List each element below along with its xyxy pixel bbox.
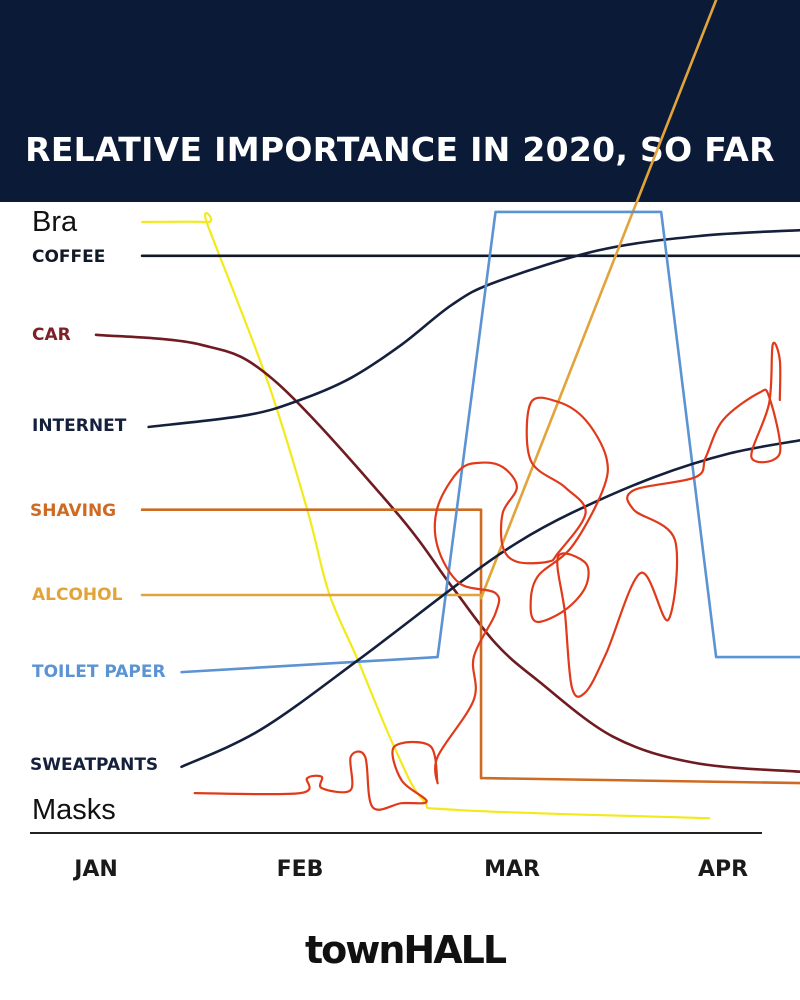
series-line-toilet-paper	[180, 210, 800, 674]
logo-text: townHALL	[305, 928, 507, 972]
series-label-coffee: COFFEE	[32, 247, 106, 267]
x-tick-label: MAR	[484, 857, 540, 882]
chart-title: RELATIVE IMPORTANCE IN 2020, SO FAR	[25, 130, 775, 169]
series-label-internet: INTERNET	[32, 416, 127, 436]
series-line-bra	[140, 212, 711, 820]
series-line-sweatpants	[180, 438, 800, 769]
series-layer	[94, 0, 800, 820]
series-line-shaving	[140, 508, 800, 785]
series-label-shaving: SHAVING	[30, 501, 117, 521]
x-tick-label: JAN	[74, 857, 118, 882]
series-label-car: CAR	[32, 325, 71, 345]
series-line-masks	[193, 341, 782, 811]
series-label-bra: Bra	[32, 206, 78, 238]
series-line-internet	[147, 228, 800, 429]
townhall-logo: townHALL	[305, 928, 507, 972]
series-label-alcohol: ALCOHOL	[32, 585, 123, 605]
series-label-masks: Masks	[32, 794, 116, 826]
header-banner	[0, 0, 800, 202]
x-tick-label: FEB	[276, 857, 324, 882]
series-line-car	[94, 333, 800, 774]
series-label-toilet-paper: TOILET PAPER	[32, 662, 166, 682]
x-tick-label: APR	[697, 857, 749, 882]
series-line-alcohol	[140, 0, 718, 600]
series-label-sweatpants: SWEATPANTS	[30, 755, 159, 775]
